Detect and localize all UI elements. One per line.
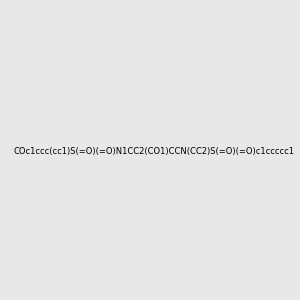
- Text: COc1ccc(cc1)S(=O)(=O)N1CC2(CO1)CCN(CC2)S(=O)(=O)c1ccccc1: COc1ccc(cc1)S(=O)(=O)N1CC2(CO1)CCN(CC2)S…: [13, 147, 294, 156]
